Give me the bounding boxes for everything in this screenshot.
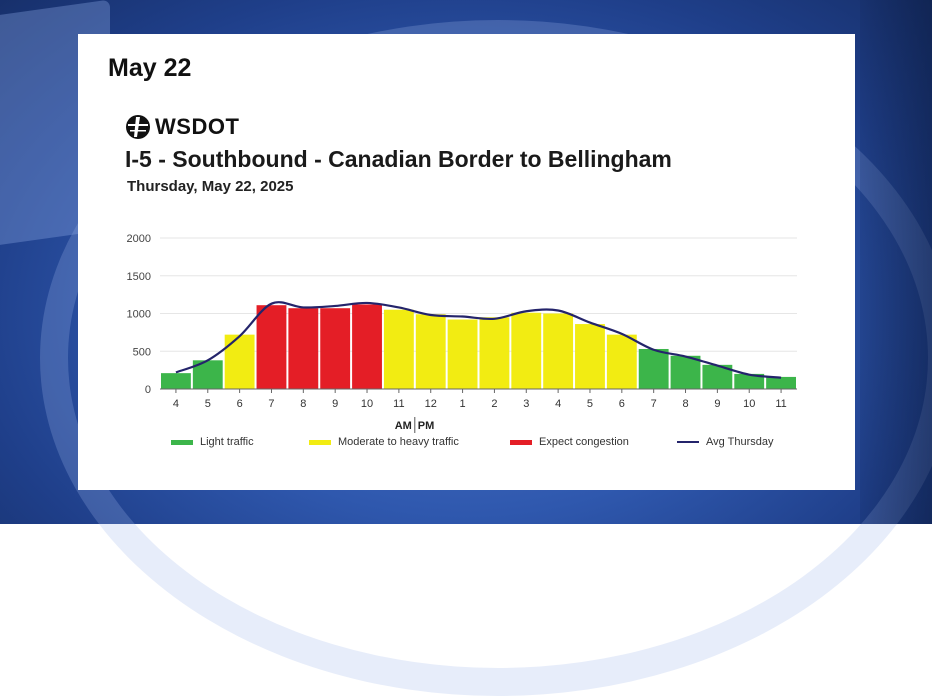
x-tick-label: 8 xyxy=(300,398,306,410)
x-tick-label: 3 xyxy=(523,398,529,410)
x-tick-label: 5 xyxy=(587,398,593,410)
x-tick-label: 7 xyxy=(268,398,274,410)
wsdot-logo-text: WSDOT xyxy=(155,114,240,139)
bar xyxy=(766,376,796,389)
date-heading: May 22 xyxy=(108,54,192,82)
bar xyxy=(383,309,414,389)
x-tick-label: 6 xyxy=(237,398,243,410)
bar xyxy=(288,308,319,389)
pm-label: PM xyxy=(418,420,435,432)
bar xyxy=(415,314,446,389)
x-tick-label: 10 xyxy=(743,398,755,410)
legend-label-congestion: Expect congestion xyxy=(539,436,629,448)
x-tick-label: 9 xyxy=(332,398,338,410)
bar xyxy=(352,304,382,389)
x-tick-label: 4 xyxy=(555,398,561,410)
x-tick-label: 8 xyxy=(682,398,688,410)
bar xyxy=(256,305,287,389)
wsdot-logo-icon xyxy=(126,115,150,139)
y-tick-label: 1000 xyxy=(127,309,151,321)
legend-label-avg-thursday: Avg Thursday xyxy=(706,436,774,448)
bar xyxy=(320,308,351,389)
x-tick-label: 1 xyxy=(460,398,466,410)
bar xyxy=(734,373,765,389)
bar xyxy=(638,348,669,389)
legend-swatch-congestion xyxy=(510,439,532,445)
bar xyxy=(161,373,191,389)
legend-item-congestion: Expect congestion xyxy=(510,436,629,448)
avg-thursday-line xyxy=(175,301,782,379)
x-tick-label: 7 xyxy=(651,398,657,410)
y-tick-label: 0 xyxy=(145,384,151,396)
legend-label-moderate: Moderate to heavy traffic xyxy=(338,436,459,448)
x-tick-label: 11 xyxy=(393,398,404,410)
legend-swatch-avg-line xyxy=(677,441,699,443)
bar xyxy=(224,334,255,389)
x-tick-label: 5 xyxy=(205,398,211,410)
x-tick-label: 6 xyxy=(619,398,625,410)
y-tick-label: 2000 xyxy=(127,233,151,245)
legend-swatch-moderate xyxy=(309,439,331,445)
chart-card: May 22 WSDOT I-5 - Southbound - Canadian… xyxy=(78,34,855,490)
bar xyxy=(511,312,542,389)
legend-item-moderate: Moderate to heavy traffic xyxy=(309,436,459,448)
legend-swatch-light xyxy=(171,439,193,445)
y-tick-label: 1500 xyxy=(127,271,151,283)
x-tick-label: 12 xyxy=(425,398,437,410)
legend-label-light: Light traffic xyxy=(200,436,254,448)
legend-item-avg-thursday: Avg Thursday xyxy=(677,436,773,448)
chart-legend: Light traffic Moderate to heavy traffic … xyxy=(78,436,855,456)
chart-subtitle: Thursday, May 22, 2025 xyxy=(127,178,294,195)
chart-title: I-5 - Southbound - Canadian Border to Be… xyxy=(125,146,672,172)
bar xyxy=(447,319,478,389)
x-tick-label: 11 xyxy=(775,398,786,410)
bar xyxy=(543,313,574,389)
am-label: AM xyxy=(395,420,412,432)
x-tick-label: 9 xyxy=(714,398,720,410)
bar xyxy=(606,334,637,389)
x-tick-label: 2 xyxy=(491,398,497,410)
bar xyxy=(670,355,701,389)
legend-item-light: Light traffic xyxy=(171,436,254,448)
x-tick-label: 10 xyxy=(361,398,373,410)
background-right-shadow xyxy=(860,0,932,524)
y-tick-label: 500 xyxy=(133,346,151,358)
wsdot-logo: WSDOT xyxy=(125,114,239,140)
x-tick-label: 4 xyxy=(173,398,179,410)
bar xyxy=(479,317,510,389)
bar xyxy=(575,324,605,389)
